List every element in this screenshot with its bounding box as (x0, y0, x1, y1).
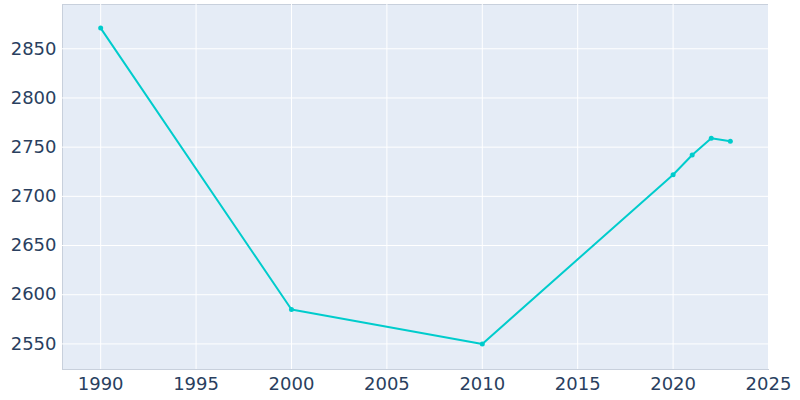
svg-text:2850: 2850 (11, 38, 57, 59)
svg-text:1990: 1990 (78, 373, 124, 394)
svg-text:2015: 2015 (555, 373, 601, 394)
svg-text:2005: 2005 (364, 373, 410, 394)
svg-text:2600: 2600 (11, 283, 57, 304)
svg-text:2800: 2800 (11, 87, 57, 108)
svg-text:2010: 2010 (459, 373, 505, 394)
svg-text:2700: 2700 (11, 185, 57, 206)
svg-text:2000: 2000 (269, 373, 315, 394)
svg-text:2020: 2020 (650, 373, 696, 394)
svg-text:2025: 2025 (746, 373, 792, 394)
svg-text:1995: 1995 (173, 373, 219, 394)
svg-text:2550: 2550 (11, 333, 57, 354)
svg-text:2750: 2750 (11, 136, 57, 157)
svg-text:2650: 2650 (11, 234, 57, 255)
